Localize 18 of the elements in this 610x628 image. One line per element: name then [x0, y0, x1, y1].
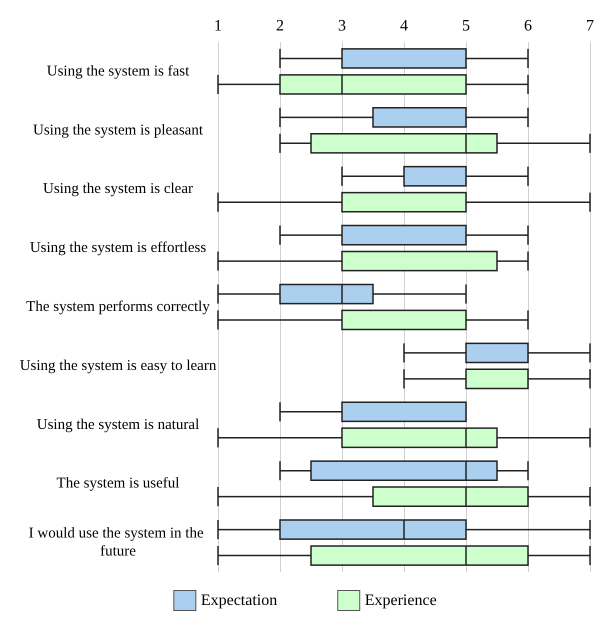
y-tick-label: Using the system is natural: [36, 416, 200, 433]
y-tick-label: Using the system is pleasant: [33, 122, 204, 138]
y-tick-label: I would use the system in the future: [28, 526, 208, 560]
y-tick-label: Using the system is easy to learn: [20, 358, 217, 374]
y-tick-label: Using the system is effortless: [30, 240, 206, 256]
x-tick-label: 1: [214, 18, 222, 34]
x-tick-label: 3: [338, 18, 346, 34]
x-tick-label: 2: [276, 18, 284, 34]
y-tick-label: Using the system is fast: [46, 63, 190, 80]
x-tick-label: 5: [462, 18, 470, 34]
y-tick-label: The system is useful: [56, 476, 180, 492]
y-tick-label: Using the system is clear: [43, 181, 193, 198]
legend-label: Expectation: [200, 592, 278, 609]
y-tick-label: The system performs correctly: [26, 299, 210, 315]
x-tick-label: 7: [586, 18, 594, 34]
x-tick-label: 4: [400, 18, 408, 34]
legend-label: Experience: [364, 592, 437, 609]
x-tick-label: 6: [524, 18, 532, 34]
